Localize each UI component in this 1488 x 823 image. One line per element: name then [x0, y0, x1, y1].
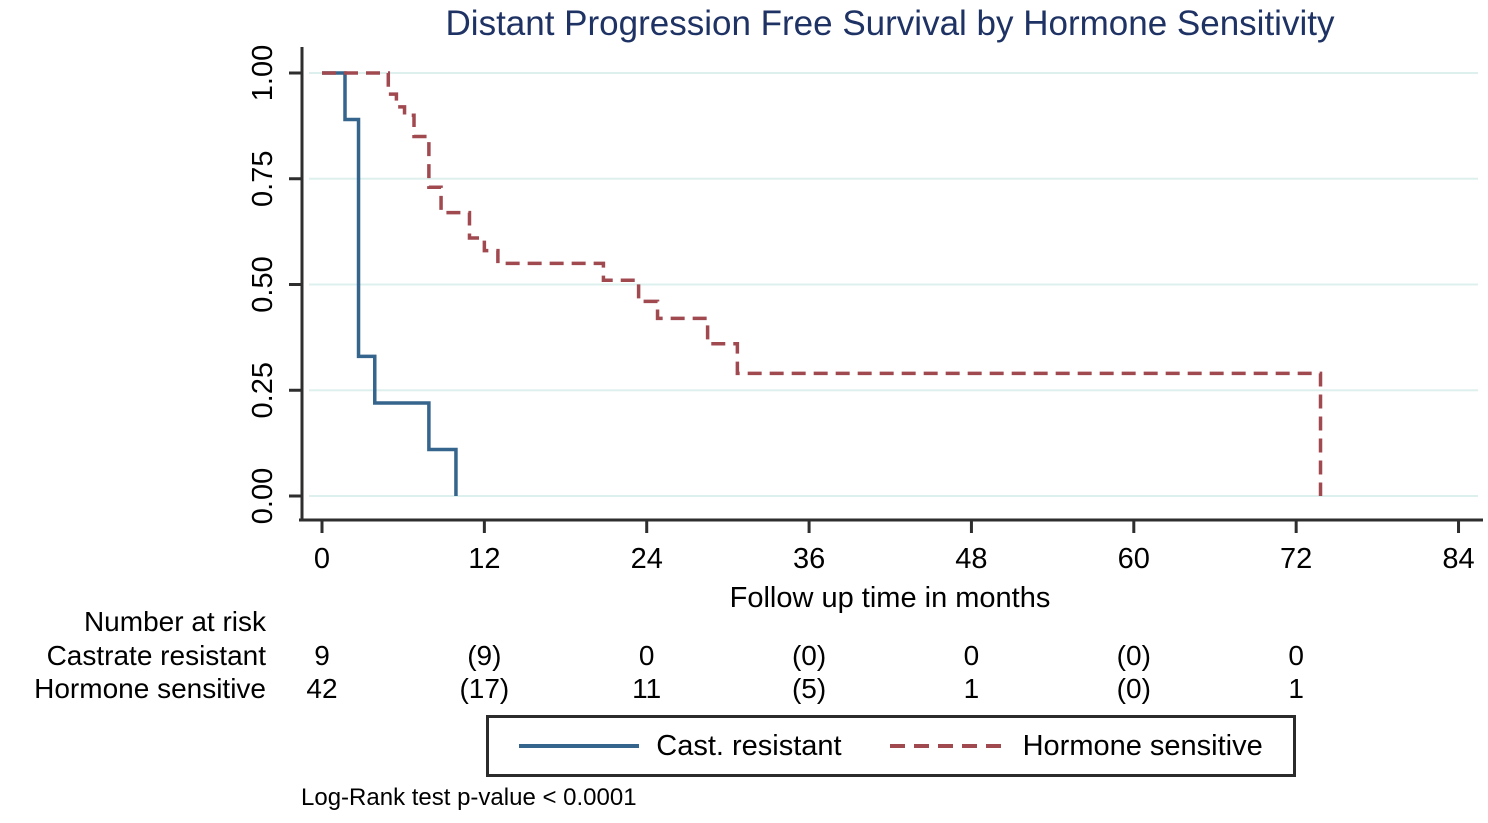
risk-count: 11	[632, 673, 662, 704]
risk-row-label-hormone-sensitive: Hormone sensitive	[34, 673, 266, 704]
y-tick-label: 1.00	[247, 45, 279, 101]
x-tick-label: 24	[631, 543, 663, 575]
y-tick-label: 0.00	[247, 468, 279, 524]
risk-count: (0)	[1116, 673, 1151, 704]
x-tick-label: 72	[1280, 543, 1312, 575]
cast-resistant-line-sample	[519, 744, 640, 748]
x-tick-label: 84	[1442, 543, 1474, 575]
y-tick-label: 0.25	[247, 362, 279, 418]
chart-title: Distant Progression Free Survival by Hor…	[445, 4, 1335, 43]
risk-count: (9)	[467, 640, 502, 671]
risk-count: 42	[306, 673, 338, 704]
risk-count: 0	[1288, 640, 1304, 671]
y-tick-label: 0.50	[247, 256, 279, 312]
legend-label-hormone-sensitive: Hormone sensitive	[1022, 729, 1263, 762]
risk-count: 0	[963, 640, 980, 671]
x-tick-label: 0	[314, 543, 330, 575]
risk-count: (5)	[791, 673, 827, 704]
x-tick-label: 36	[793, 543, 825, 575]
risk-count: (0)	[791, 640, 827, 671]
cast-resistant-curve	[322, 71, 458, 496]
hormone-sensitive-curve	[322, 71, 1323, 496]
risk-row-label-castrate-resistant: Castrate resistant	[46, 640, 266, 671]
risk-count: 9	[314, 640, 330, 671]
log-rank-footnote: Log-Rank test p-value < 0.0001	[301, 784, 637, 811]
risk-count: 0	[638, 640, 655, 671]
legend: Cast. resistant Hormone sensitive	[486, 715, 1296, 777]
risk-count: (0)	[1116, 640, 1151, 671]
x-tick-label: 12	[468, 543, 500, 575]
hormone-sensitive-line-sample	[889, 744, 1006, 748]
x-tick-label: 60	[1118, 543, 1150, 575]
risk-count: 1	[963, 673, 980, 704]
legend-label-cast-resistant: Cast. resistant	[656, 729, 842, 762]
x-tick-label: 48	[955, 543, 987, 575]
risk-count: (17)	[459, 673, 510, 704]
y-tick-label: 0.75	[247, 151, 279, 207]
plot-area: 0.00 0.25 0.50 0.75 1.00 0 12 24 36 48 60 72 84 Follo…	[247, 45, 1483, 614]
x-axis-title: Follow up time in months	[730, 582, 1051, 614]
risk-table-header: Number at risk	[83, 606, 266, 637]
risk-count: 1	[1288, 673, 1304, 704]
